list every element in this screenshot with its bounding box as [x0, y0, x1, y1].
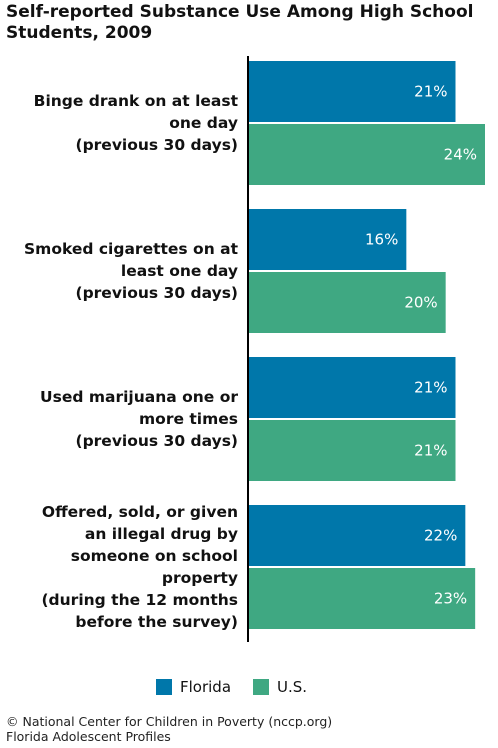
footer: © National Center for Children in Povert… [6, 714, 332, 744]
bar-us [249, 420, 456, 481]
legend-item-florida: Florida [156, 678, 231, 696]
chart-title: Self-reported Substance Use Among High S… [6, 2, 474, 43]
footer-source: Florida Adolescent Profiles [6, 729, 171, 744]
legend-label-us: U.S. [277, 678, 308, 696]
footer-copyright: © National Center for Children in Povert… [6, 714, 333, 729]
bar-florida [249, 357, 456, 418]
data-label: 20% [404, 294, 437, 312]
data-label: 24% [444, 146, 477, 164]
data-label: 21% [414, 379, 447, 397]
bar-us [249, 272, 446, 333]
data-label: 22% [424, 527, 457, 545]
category-label: Used marijuana one or more times (previo… [40, 388, 238, 450]
legend-item-us: U.S. [253, 678, 307, 696]
bar-florida [249, 61, 456, 122]
category-label: Offered, sold, or given an illegal drug … [41, 503, 238, 631]
legend-label-florida: Florida [180, 678, 232, 696]
data-label: 16% [365, 231, 398, 249]
bar-florida [249, 209, 407, 270]
legend-swatch-florida [156, 679, 172, 695]
legend-swatch-us [253, 679, 270, 695]
data-label: 23% [434, 590, 467, 608]
bar-us [249, 124, 485, 185]
data-label: 21% [414, 442, 447, 460]
legend: Florida U.S. [156, 678, 329, 696]
bar-florida [249, 505, 466, 566]
category-label: Binge drank on at least one day (previou… [33, 92, 238, 154]
data-label: 21% [414, 83, 447, 101]
category-label: Smoked cigarettes on at least one day (p… [24, 240, 238, 302]
bar-us [249, 568, 476, 629]
